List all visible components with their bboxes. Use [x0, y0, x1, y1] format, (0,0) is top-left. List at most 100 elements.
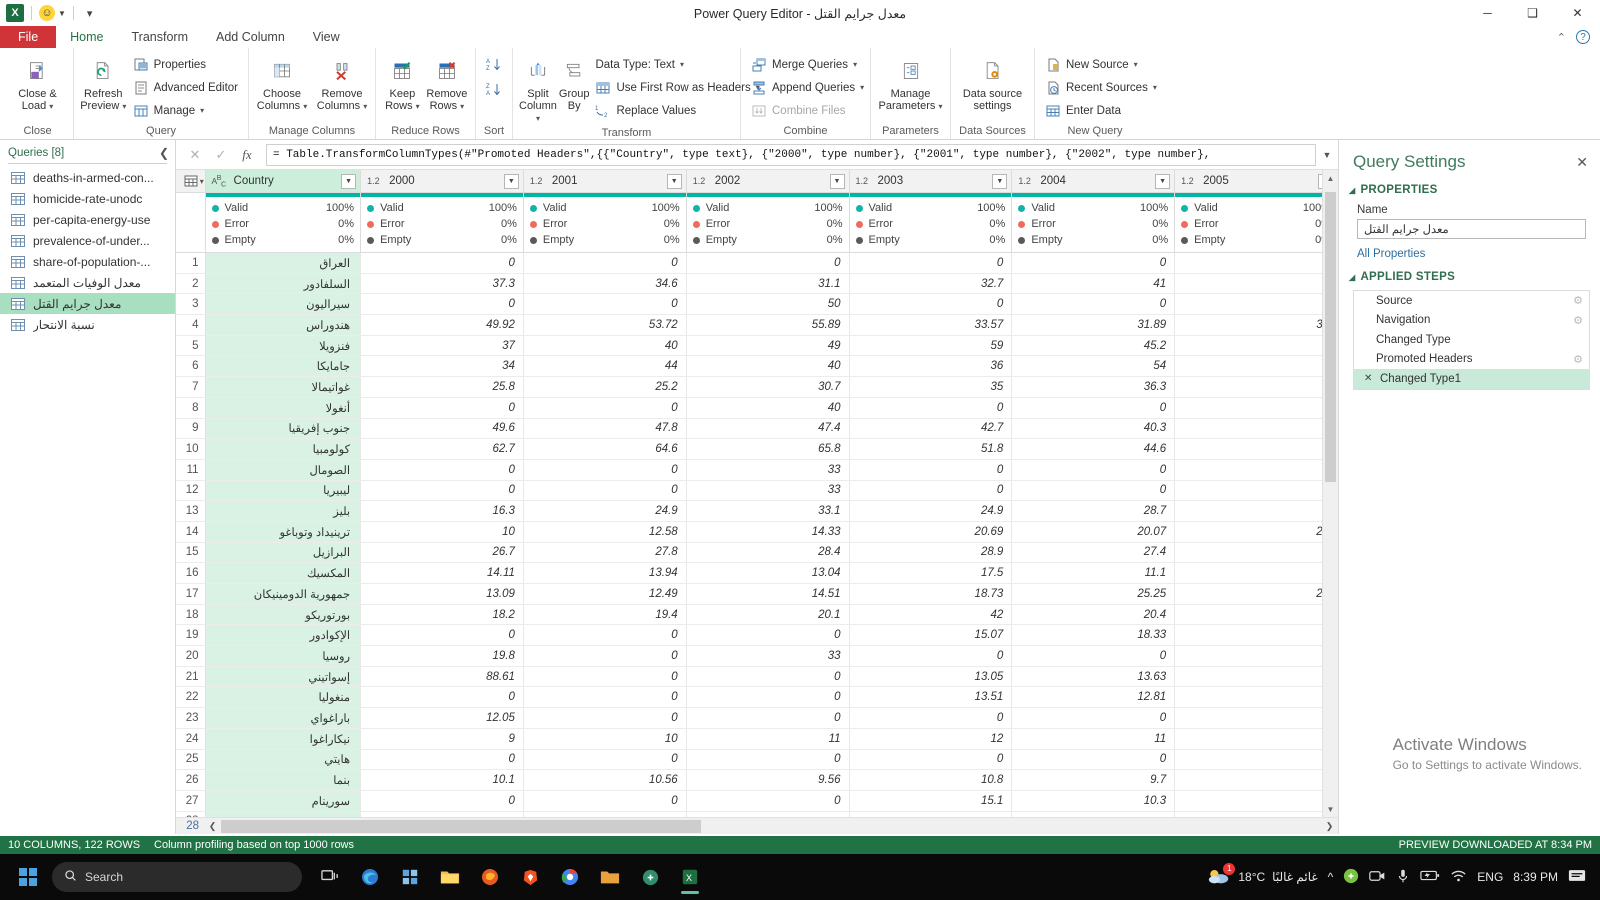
country-cell[interactable]: إسواتيني — [205, 666, 362, 688]
scroll-up-icon[interactable]: ▲ — [1326, 173, 1335, 183]
remove-columns-button[interactable]: Remove Columns ▾ — [315, 52, 369, 113]
folder-icon[interactable] — [592, 858, 628, 896]
filter-dropdown-icon[interactable]: ▼ — [829, 173, 845, 189]
country-cell[interactable] — [205, 811, 362, 817]
table-row[interactable]: 22 منغوليا 0 0 0 13.51 12.81 — [176, 686, 1338, 709]
value-cell[interactable]: 13.04 — [686, 562, 850, 584]
notification-icon[interactable] — [1568, 868, 1586, 886]
table-row[interactable]: 20 روسيا 19.8 0 33 0 0 — [176, 645, 1338, 667]
value-cell[interactable] — [1174, 293, 1338, 316]
value-cell[interactable]: 45.2 — [1011, 335, 1176, 357]
value-cell[interactable]: 13.51 — [849, 686, 1013, 709]
fx-icon[interactable]: fx — [242, 146, 252, 162]
query-list-item[interactable]: deaths-in-armed-con... — [0, 167, 175, 188]
value-cell[interactable]: 19.8 — [360, 645, 524, 667]
chevron-down-icon[interactable]: ▾ — [1152, 83, 1157, 92]
chevron-down-icon[interactable]: ▼ — [1322, 149, 1332, 160]
value-cell[interactable]: 0 — [523, 645, 687, 667]
value-cell[interactable]: 0 — [849, 707, 1013, 729]
value-cell[interactable] — [1174, 790, 1338, 812]
query-list-item[interactable]: per-capita-energy-use — [0, 209, 175, 230]
battery-icon[interactable] — [1420, 869, 1440, 885]
maximize-button[interactable]: ❑ — [1527, 6, 1538, 20]
value-cell[interactable]: 28.9 — [849, 542, 1013, 564]
table-row[interactable]: 8 أنغولا 0 0 40 0 0 — [176, 397, 1338, 419]
table-row[interactable]: 28 — [176, 811, 1338, 817]
value-cell[interactable]: 10.1 — [360, 769, 524, 791]
column-header-2001[interactable]: 1.2 2001 ▼ — [523, 170, 687, 193]
value-cell[interactable]: 36.3 — [1011, 376, 1176, 398]
minimize-button[interactable]: ─ — [1483, 6, 1492, 20]
value-cell[interactable]: 35 — [1174, 314, 1338, 336]
query-list-item[interactable]: share-of-population-... — [0, 251, 175, 272]
table-row[interactable]: 14 ترينيداد وتوباغو 10 12.58 14.33 20.69 20.07… — [176, 521, 1338, 543]
value-cell[interactable] — [1174, 769, 1338, 791]
value-cell[interactable]: 37.3 — [360, 273, 524, 295]
value-cell[interactable] — [1174, 749, 1338, 771]
filter-dropdown-icon[interactable]: ▼ — [503, 173, 519, 189]
value-cell[interactable]: 1 — [1174, 562, 1338, 584]
select-all-cell[interactable]: ▾ — [176, 170, 206, 193]
value-cell[interactable]: 49 — [686, 335, 850, 357]
value-cell[interactable]: 54 — [1011, 355, 1176, 378]
value-cell[interactable]: 0 — [686, 707, 850, 729]
value-cell[interactable]: 0 — [523, 624, 687, 647]
value-cell[interactable]: 0 — [523, 293, 687, 316]
recent-sources-button[interactable]: Recent Sources ▾ — [1041, 77, 1161, 98]
chevron-left-icon[interactable]: ❮ — [158, 146, 169, 160]
value-cell[interactable]: 33.57 — [849, 314, 1013, 336]
value-cell[interactable]: 25.8 — [360, 376, 524, 398]
tab-transform[interactable]: Transform — [131, 30, 189, 44]
query-list-item[interactable]: معدل الوفيات المتعمد — [0, 272, 175, 293]
value-cell[interactable]: 0 — [523, 790, 687, 812]
remove-rows-button[interactable]: Remove Rows ▾ — [425, 52, 469, 113]
properties-button[interactable]: Properties — [129, 54, 242, 75]
value-cell[interactable]: 0 — [849, 480, 1013, 502]
gear-icon[interactable]: ⚙ — [1573, 353, 1583, 366]
value-cell[interactable]: 13.05 — [849, 666, 1013, 688]
country-cell[interactable]: البرازيل — [205, 542, 362, 564]
value-cell[interactable]: 64.6 — [523, 438, 687, 460]
table-row[interactable]: 13 بليز 16.3 24.9 33.1 24.9 28.7 — [176, 500, 1338, 522]
value-cell[interactable]: 0 — [849, 252, 1013, 274]
value-cell[interactable]: 1 — [1174, 604, 1338, 626]
value-cell[interactable] — [1174, 666, 1338, 688]
value-cell[interactable]: 9.56 — [686, 769, 850, 791]
value-cell[interactable]: 13.63 — [1011, 666, 1176, 688]
country-cell[interactable]: العراق — [205, 252, 362, 274]
chevron-down-icon[interactable]: ▾ — [1133, 60, 1138, 69]
value-cell[interactable]: 44 — [523, 355, 687, 378]
applied-steps-section-header[interactable]: ◢ APPLIED STEPS — [1339, 269, 1600, 288]
value-cell[interactable]: 12 — [849, 728, 1013, 750]
value-cell[interactable]: 0 — [360, 790, 524, 812]
value-cell[interactable]: 25.25 — [1011, 583, 1176, 605]
tab-add-column[interactable]: Add Column — [216, 30, 285, 44]
value-cell[interactable]: 20.07 — [1011, 521, 1176, 543]
value-cell[interactable]: 88.61 — [360, 666, 524, 688]
table-row[interactable]: 19 الإكوادور 0 0 0 15.07 18.33 — [176, 624, 1338, 647]
value-cell[interactable]: 33 — [686, 645, 850, 667]
value-cell[interactable]: 47.8 — [523, 418, 687, 440]
value-cell[interactable]: 20.4 — [1011, 604, 1176, 626]
value-cell[interactable] — [523, 811, 687, 817]
widgets-icon[interactable] — [392, 858, 428, 896]
gear-icon[interactable]: ⚙ — [1573, 314, 1583, 327]
value-cell[interactable] — [1174, 376, 1338, 398]
keep-rows-button[interactable]: Keep Rows ▾ — [382, 52, 423, 113]
table-row[interactable]: 23 باراغواي 12.05 0 0 0 0 — [176, 707, 1338, 729]
country-cell[interactable]: سيراليون — [205, 293, 362, 316]
value-cell[interactable]: 42.7 — [849, 418, 1013, 440]
applied-step[interactable]: Navigation ⚙ — [1354, 311, 1589, 331]
value-cell[interactable]: 49.92 — [360, 314, 524, 336]
query-list-item[interactable]: homicide-rate-unodc — [0, 188, 175, 209]
value-cell[interactable]: 0 — [849, 645, 1013, 667]
value-cell[interactable]: 26 — [1174, 583, 1338, 605]
applied-step[interactable]: Changed Type — [1354, 330, 1589, 350]
collapse-ribbon-icon[interactable]: ⌃ — [1556, 31, 1566, 44]
column-header-2003[interactable]: 1.2 2003 ▼ — [849, 170, 1013, 193]
chevron-down-icon[interactable]: ▼ — [58, 8, 66, 18]
value-cell[interactable]: 0 — [686, 624, 850, 647]
